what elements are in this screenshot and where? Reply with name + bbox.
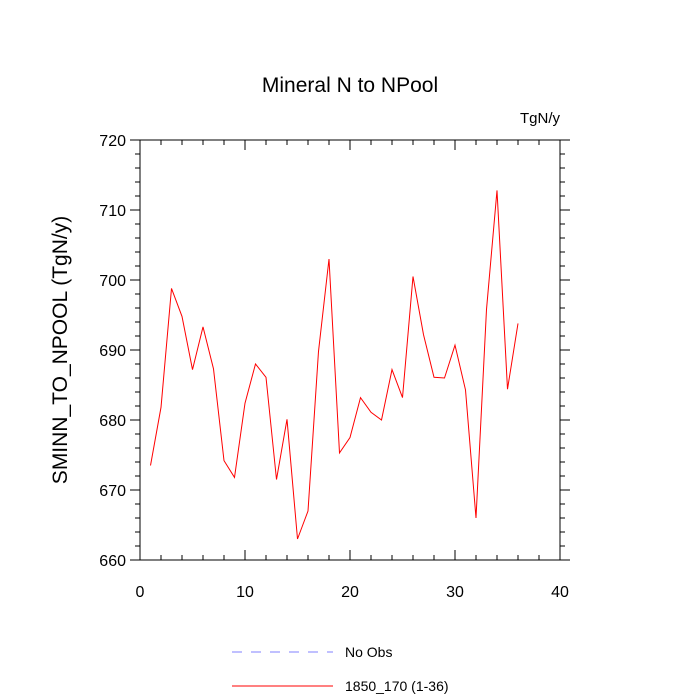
y-tick-label: 700 — [99, 273, 126, 290]
y-tick-label: 660 — [99, 553, 126, 570]
y-tick-label: 710 — [99, 203, 126, 220]
x-tick-label: 30 — [446, 584, 464, 601]
y-tick-label: 690 — [99, 343, 126, 360]
x-tick-label: 10 — [236, 584, 254, 601]
series-line-1 — [150, 190, 519, 540]
y-tick-label: 680 — [99, 413, 126, 430]
y-tick-label: 670 — [99, 483, 126, 500]
series-layer — [150, 190, 519, 540]
legend: No Obs 1850_170 (1-36) — [232, 644, 449, 694]
x-tick-label: 0 — [136, 584, 145, 601]
tick-labels: 0 10 20 30 40 660 670 680 690 700 710 720 — [99, 133, 569, 601]
x-tick-label: 20 — [341, 584, 359, 601]
axis-ticks — [130, 139, 570, 561]
legend-label-1: 1850_170 (1-36) — [345, 678, 449, 694]
chart-title: Mineral N to NPool — [262, 74, 438, 97]
y-axis-label: SMINN_TO_NPOOL (TgN/y) — [49, 216, 72, 484]
x-tick-label: 40 — [551, 584, 569, 601]
plot-frame — [139, 139, 561, 561]
units-label: TgN/y — [520, 110, 561, 127]
legend-label-0: No Obs — [345, 644, 392, 660]
y-tick-label: 720 — [99, 133, 126, 150]
